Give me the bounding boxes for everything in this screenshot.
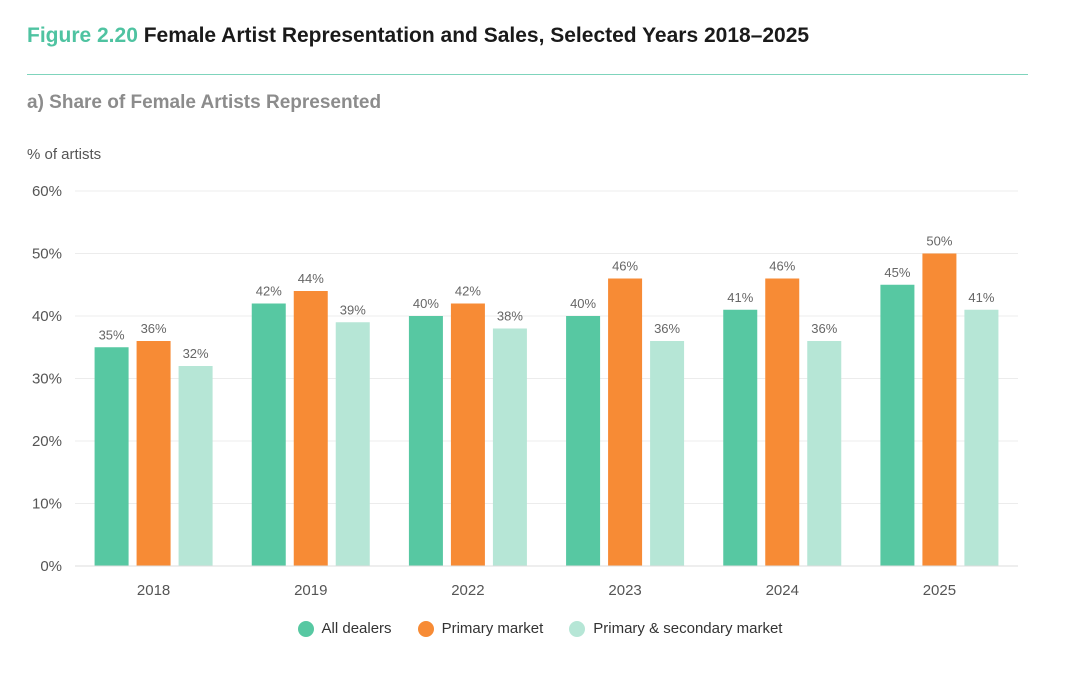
data-label: 36% [811, 321, 837, 336]
bar [335, 322, 370, 566]
data-label: 45% [884, 265, 910, 280]
x-tick-label: 2022 [451, 582, 484, 599]
bar [608, 278, 643, 566]
data-label: 46% [612, 259, 638, 274]
data-label: 40% [570, 296, 596, 311]
bar [94, 347, 129, 566]
bar [178, 366, 213, 566]
x-tick-label: 2024 [766, 582, 799, 599]
data-label: 41% [968, 290, 994, 305]
bar [566, 316, 601, 566]
legend-item-primary-secondary: Primary & secondary market [569, 620, 782, 637]
figure-title: Figure 2.20 Female Artist Representation… [27, 24, 809, 48]
legend-item-all-dealers: All dealers [297, 620, 392, 637]
y-tick-label: 10% [32, 496, 62, 513]
y-tick-label: 60% [32, 183, 62, 200]
y-axis-label: % of artists [27, 146, 102, 163]
y-tick-label: 50% [32, 246, 62, 263]
legend-label-primary-market: Primary market [441, 620, 544, 637]
data-label: 42% [256, 284, 282, 299]
legend-label-all-dealers: All dealers [321, 620, 392, 637]
data-label: 39% [340, 302, 366, 317]
data-label: 41% [727, 290, 753, 305]
data-label: 36% [141, 321, 167, 336]
legend-label-primary-secondary: Primary & secondary market [593, 620, 783, 637]
data-label: 42% [455, 284, 481, 299]
data-label: 38% [497, 309, 523, 324]
y-tick-label: 40% [32, 308, 62, 325]
x-tick-label: 2019 [294, 582, 327, 599]
bar [922, 253, 957, 566]
data-label: 36% [654, 321, 680, 336]
legend: All dealers Primary market Primary & sec… [0, 620, 1080, 637]
x-tick-label: 2023 [608, 582, 641, 599]
bar [251, 303, 286, 566]
data-label: 50% [926, 234, 952, 249]
data-label: 40% [413, 296, 439, 311]
y-tick-label: 0% [40, 558, 62, 575]
panel-title: a) Share of Female Artists Represented [27, 92, 382, 113]
data-label: 32% [183, 346, 209, 361]
bar [408, 316, 443, 566]
x-tick-label: 2018 [137, 582, 170, 599]
bar [492, 328, 527, 566]
bar [880, 284, 915, 566]
y-tick-label: 30% [32, 371, 62, 388]
data-label: 44% [298, 271, 324, 286]
bar [765, 278, 800, 566]
legend-swatch-primary-market [417, 620, 434, 637]
bar [293, 291, 328, 566]
bar [807, 341, 842, 566]
bar [136, 341, 171, 566]
bar [964, 309, 999, 566]
x-tick-label: 2025 [923, 582, 956, 599]
title-divider [27, 74, 1028, 75]
legend-swatch-all-dealers [297, 620, 314, 637]
bar [723, 309, 758, 566]
bar [450, 303, 485, 566]
legend-swatch-primary-secondary [569, 620, 586, 637]
data-label: 46% [769, 259, 795, 274]
bar [650, 341, 685, 566]
data-label: 35% [99, 327, 125, 342]
legend-item-primary-market: Primary market [417, 620, 544, 637]
figure-number: Figure 2.20 [27, 24, 138, 47]
figure-title-text: Female Artist Representation and Sales, … [143, 24, 810, 47]
y-tick-label: 20% [32, 433, 62, 450]
